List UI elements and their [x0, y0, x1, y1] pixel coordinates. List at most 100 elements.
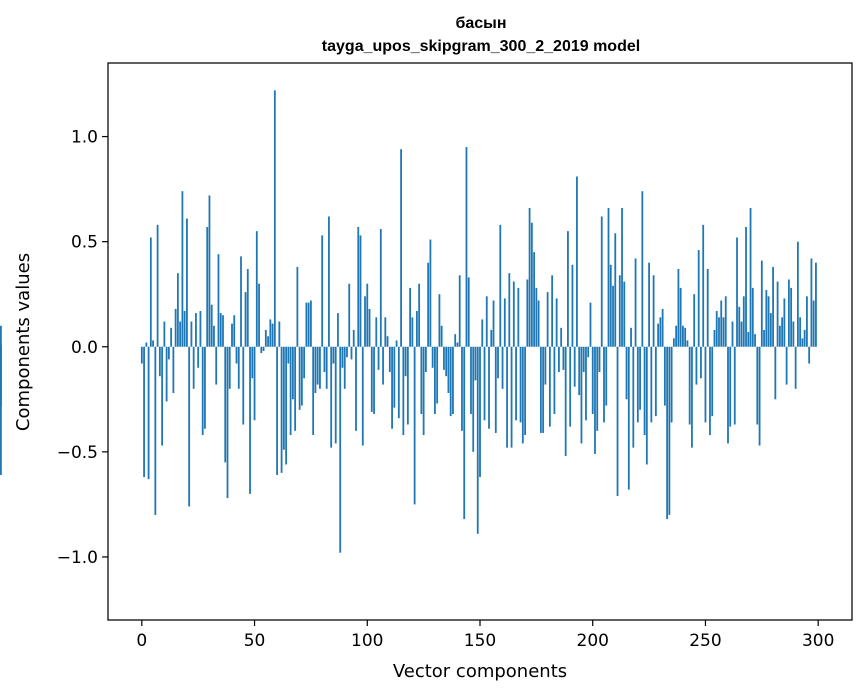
- bar-288: [790, 287, 793, 347]
- bar-1: [143, 346, 145, 478]
- bar-225: [648, 262, 650, 347]
- bar-undefined: [0, 346, 2, 400]
- bar-291: [796, 241, 799, 347]
- bar-17: [179, 321, 182, 347]
- bar-185: [558, 346, 560, 372]
- bar-56: [267, 336, 269, 347]
- bar-105: [377, 346, 380, 370]
- bar-57: [269, 319, 272, 347]
- x-tick-label: 250: [689, 631, 721, 651]
- bar-227: [652, 275, 655, 347]
- bar-42: [235, 346, 238, 364]
- bar-142: [461, 346, 463, 431]
- bar-100: [366, 283, 369, 347]
- bar-123: [418, 283, 421, 347]
- bar-196: [582, 346, 585, 372]
- bar-59: [273, 90, 276, 347]
- bar-98: [361, 346, 364, 446]
- bar-249: [702, 224, 705, 347]
- bar-239: [679, 287, 682, 347]
- bar-212: [618, 275, 621, 347]
- bar-261: [729, 346, 732, 427]
- bar-126: [424, 346, 427, 372]
- bar-244: [691, 346, 693, 448]
- bar-273: [756, 346, 759, 425]
- bar-180: [546, 292, 549, 347]
- bar-206: [605, 346, 608, 406]
- bar-230: [659, 317, 662, 347]
- bar-245: [693, 294, 696, 347]
- bar-204: [600, 216, 603, 347]
- bar-129: [431, 346, 434, 368]
- bar-189: [567, 231, 569, 347]
- bar-283: [778, 325, 781, 347]
- bar-150: [479, 346, 481, 478]
- bar-168: [519, 346, 522, 423]
- bar-64: [285, 346, 288, 465]
- bar-13: [170, 327, 173, 347]
- x-tick-label: 300: [802, 631, 834, 651]
- bar-171: [526, 279, 529, 347]
- bar-11: [165, 346, 168, 402]
- bar-49: [251, 346, 254, 379]
- bar-161: [503, 298, 506, 347]
- bar-9: [161, 346, 164, 446]
- bar-237: [675, 325, 678, 347]
- bar-50: [253, 346, 256, 421]
- bar-154: [488, 346, 490, 429]
- bar-221: [639, 346, 641, 410]
- bar-255: [715, 311, 718, 347]
- bar-46: [244, 292, 247, 347]
- bar-181: [548, 346, 551, 427]
- bar-122: [415, 311, 418, 347]
- plot-frame: [107, 62, 853, 621]
- bar-257: [720, 300, 723, 347]
- bar-186: [560, 327, 563, 347]
- bar-207: [607, 208, 610, 347]
- bar-91: [346, 346, 348, 358]
- bar-262: [731, 321, 734, 347]
- bar-243: [688, 346, 691, 425]
- bar-250: [704, 346, 707, 423]
- bar-153: [485, 296, 488, 347]
- bar-177: [539, 346, 542, 433]
- bar-93: [350, 346, 353, 360]
- bar-20: [186, 218, 188, 347]
- bar-95: [355, 346, 357, 431]
- bar-172: [528, 208, 531, 347]
- y-axis-ticks: −1.0 −0.5 0.0 0.5 1.0: [57, 128, 108, 568]
- bar-23: [192, 346, 195, 389]
- bar-191: [571, 264, 574, 347]
- bar-292: [799, 317, 802, 347]
- bar-38: [226, 346, 229, 499]
- bar-144: [465, 147, 468, 347]
- bar-266: [740, 321, 743, 347]
- bar-205: [603, 346, 605, 423]
- bar-170: [524, 346, 526, 436]
- bar-21: [188, 346, 191, 507]
- bar-132: [438, 294, 441, 347]
- bar-131: [436, 346, 439, 404]
- bar-238: [677, 268, 680, 347]
- bar-234: [668, 346, 671, 515]
- bar-104: [375, 317, 378, 347]
- bar-137: [449, 346, 452, 417]
- bar-268: [745, 226, 747, 347]
- bar-164: [510, 346, 513, 448]
- bar-125: [422, 346, 425, 436]
- bar-228: [654, 346, 657, 417]
- bar-183: [553, 346, 556, 415]
- bar-68: [294, 346, 297, 431]
- x-tick-label: 200: [577, 631, 609, 651]
- bar-78: [316, 346, 319, 385]
- bar-139: [454, 334, 457, 347]
- bar-165: [512, 281, 515, 347]
- bar-136: [447, 346, 450, 393]
- bar-92: [348, 283, 351, 347]
- bar-121: [413, 346, 416, 505]
- bar-231: [661, 308, 664, 347]
- bar-260: [727, 346, 729, 444]
- bar-269: [747, 332, 750, 347]
- bar-248: [700, 346, 702, 379]
- bar-67: [291, 346, 294, 400]
